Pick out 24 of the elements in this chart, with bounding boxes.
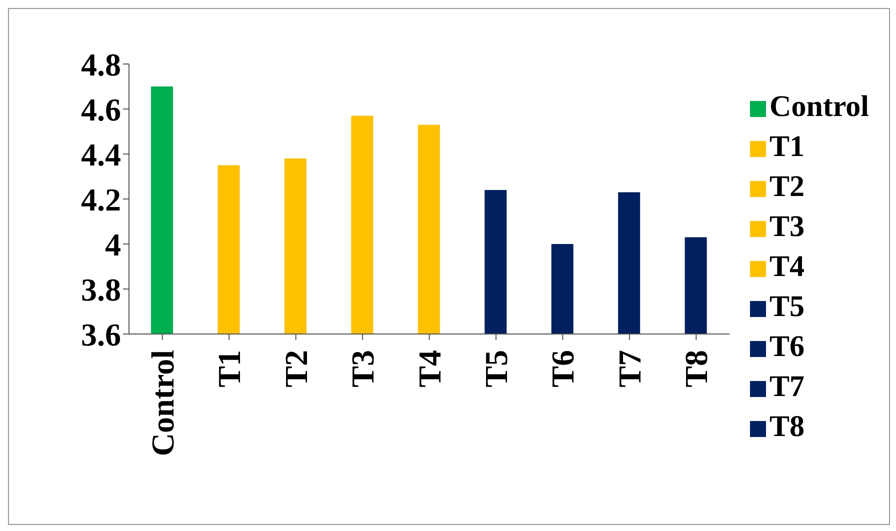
- legend-label: Control: [770, 90, 869, 122]
- y-tick-label: 4.2: [81, 181, 121, 218]
- y-tick-label: 4: [105, 226, 121, 262]
- y-tick-label: 4.4: [81, 136, 121, 172]
- x-tick-label: T7: [611, 350, 648, 388]
- y-tick-label: 4.8: [81, 46, 121, 82]
- x-tick-label: T8: [678, 350, 714, 388]
- y-tick-label: 3.8: [81, 271, 121, 308]
- x-tick-label: Control: [144, 350, 180, 456]
- y-tick-label: 3.6: [81, 316, 121, 352]
- legend-label: T3: [770, 210, 805, 242]
- legend-label: T2: [770, 170, 805, 202]
- x-tick-label: T4: [411, 350, 448, 388]
- legend-label: T1: [770, 130, 805, 162]
- legend-label: T4: [770, 250, 805, 282]
- y-tick-label: 4.6: [81, 91, 121, 128]
- legend-label: T6: [770, 330, 805, 362]
- legend-label: T8: [770, 410, 805, 442]
- legend-label: T5: [770, 290, 805, 322]
- x-tick-label: T1: [211, 350, 248, 388]
- x-tick-label: T6: [544, 350, 581, 388]
- x-tick-label: T3: [344, 350, 381, 388]
- x-tick-label: T5: [478, 350, 514, 388]
- x-tick-label: T2: [278, 350, 314, 388]
